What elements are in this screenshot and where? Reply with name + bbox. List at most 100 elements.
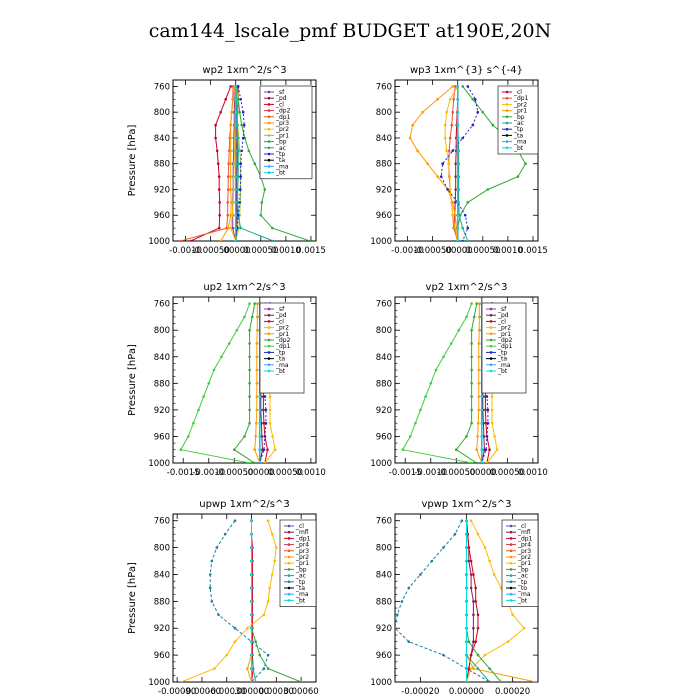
- data-point: [472, 573, 475, 576]
- legend-label: _dp1: [513, 95, 529, 102]
- data-point: [478, 328, 481, 332]
- panel-title: upwp 1xm^2/s^3: [199, 499, 289, 510]
- data-point: [254, 640, 257, 643]
- data-point: [263, 188, 267, 191]
- data-point: [233, 640, 237, 643]
- data-point: [524, 162, 527, 165]
- data-point: [248, 355, 251, 359]
- data-point: [476, 653, 480, 657]
- data-point: [239, 162, 242, 165]
- data-point: [202, 395, 205, 398]
- legend-label: _pr2: [275, 325, 289, 332]
- data-point: [233, 519, 237, 522]
- panel-1: wp2 1xm^2/s^3 Pressure [hPa] 760 800 840 880 9…: [127, 65, 326, 256]
- data-point: [250, 653, 253, 657]
- y-tick-label: 880: [376, 160, 392, 170]
- legend-label: _pd: [497, 312, 509, 319]
- y-tick-label: 800: [154, 108, 170, 118]
- data-point: [451, 85, 455, 88]
- data-point: [475, 461, 478, 463]
- legend-label: _pd: [275, 312, 287, 319]
- data-point: [472, 613, 475, 617]
- series-line-pr1: [409, 86, 459, 241]
- legend-marker: [489, 326, 493, 329]
- data-point: [248, 461, 251, 463]
- legend-marker: [509, 599, 513, 602]
- data-point: [534, 680, 537, 682]
- x-tick-label: 0.0010: [518, 468, 548, 478]
- legend-label: _pr1: [275, 331, 289, 338]
- legend-marker: [287, 543, 291, 546]
- data-point: [262, 667, 266, 670]
- data-point: [465, 667, 468, 670]
- data-point: [475, 302, 479, 305]
- y-tick-label: 920: [154, 185, 170, 195]
- legend-marker: [267, 171, 271, 174]
- legend-marker: [267, 103, 271, 106]
- data-point: [230, 213, 234, 217]
- legend-marker: [505, 140, 509, 143]
- data-point: [448, 98, 452, 101]
- y-tick-label: 960: [376, 651, 392, 661]
- y-tick-label: 920: [376, 185, 392, 195]
- data-point: [210, 559, 214, 563]
- data-point: [248, 408, 251, 412]
- data-point: [485, 461, 489, 463]
- x-tick-label: 0.0010: [493, 246, 523, 256]
- data-point: [218, 213, 221, 217]
- data-point: [456, 201, 460, 204]
- data-point: [239, 98, 242, 101]
- data-point: [236, 162, 240, 165]
- data-point: [478, 302, 481, 305]
- legend-marker: [267, 326, 271, 329]
- legend-label: _ta: [513, 132, 523, 139]
- data-point: [246, 667, 249, 670]
- legend-marker: [267, 307, 271, 311]
- data-point: [483, 546, 487, 549]
- data-point: [187, 435, 190, 438]
- data-point: [486, 408, 490, 412]
- x-tick-label: -0.0010: [192, 468, 225, 478]
- data-point: [421, 110, 424, 114]
- data-point: [477, 382, 481, 385]
- data-point: [456, 175, 460, 178]
- data-point: [478, 315, 481, 319]
- legend-marker: [267, 357, 271, 360]
- legend-marker: [287, 599, 291, 602]
- data-point: [467, 546, 471, 549]
- data-point: [234, 239, 237, 241]
- y-tick-label: 1000: [148, 459, 170, 469]
- legend-label: _cl: [497, 318, 506, 325]
- legend-label: _tp: [513, 126, 523, 133]
- y-axis-label: Pressure [hPa]: [127, 125, 138, 197]
- data-point: [270, 573, 274, 576]
- data-point: [407, 586, 411, 590]
- y-tick-label: 920: [376, 406, 392, 416]
- legend-label: _pr3: [517, 548, 531, 555]
- data-point: [454, 162, 458, 165]
- data-point: [264, 408, 268, 412]
- data-point: [439, 175, 443, 178]
- data-point: [492, 573, 496, 576]
- legend-label: _ma: [497, 362, 511, 369]
- legend-marker: [505, 121, 509, 125]
- data-point: [485, 395, 489, 398]
- data-point: [456, 149, 460, 153]
- y-tick-label: 880: [154, 597, 170, 607]
- data-point: [400, 600, 404, 603]
- legend-marker: [509, 568, 513, 571]
- data-point: [401, 448, 405, 452]
- data-point: [457, 328, 461, 332]
- legend-label: _sf: [275, 89, 285, 96]
- data-point: [470, 342, 473, 345]
- data-point: [250, 626, 253, 630]
- legend-label: _cl: [513, 89, 522, 96]
- data-point: [260, 435, 264, 438]
- data-point: [486, 188, 490, 191]
- data-point: [248, 302, 251, 305]
- data-point: [490, 395, 494, 398]
- legend-label: _ac: [513, 120, 524, 127]
- legend: [259, 85, 313, 180]
- data-point: [227, 342, 231, 345]
- legend-label: _ta: [497, 356, 507, 363]
